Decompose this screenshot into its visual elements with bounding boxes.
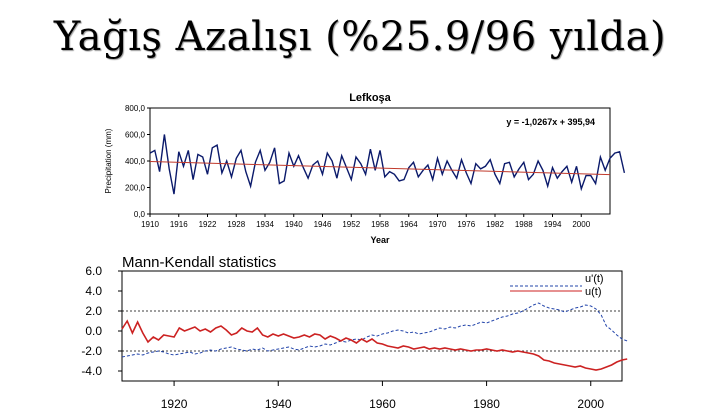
trend-line	[149, 161, 611, 176]
mk-y-tick-label: 4.0	[85, 284, 102, 298]
precip-x-tick-label: 1958	[371, 220, 389, 229]
mann-kendall-chart: Mann-Kendall statistics -4.0 -2.0 0.0 2.0 4.…	[81, 254, 628, 411]
precip-x-tick-label: 1910	[141, 220, 159, 229]
precip-y-tick-label: 600,0	[125, 131, 146, 140]
precip-x-tick-label: 1946	[314, 220, 332, 229]
precipitation-y-ticks: 0,0 200,0 400,0 600,0 800,0	[125, 104, 150, 219]
u-series-line	[121, 319, 628, 371]
precipitation-line	[149, 134, 626, 195]
mk-x-tick-label: 1920	[161, 397, 188, 411]
precip-x-tick-label: 1988	[515, 220, 533, 229]
u-prime-series-line	[121, 302, 628, 358]
mann-kendall-reference-lines	[122, 310, 622, 352]
precip-x-tick-label: 1982	[486, 220, 504, 229]
precip-x-tick-label: 1934	[256, 220, 274, 229]
precipitation-chart-title: Lefkoşa	[349, 92, 391, 104]
precipitation-y-axis-label: Precipitation (mm)	[104, 128, 113, 193]
precip-x-tick-label: 1976	[457, 220, 475, 229]
precipitation-chart: Lefkoşa 0,0 200,0 400,0 600,0 800,0 1910 1916…	[104, 92, 626, 245]
slide-title: Yağış Azalışı (%25.9/96 yılda)	[53, 14, 667, 60]
precip-x-tick-label: 1928	[227, 220, 245, 229]
precip-x-tick-label: 1970	[429, 220, 447, 229]
precip-y-tick-label: 400,0	[125, 157, 146, 166]
mann-kendall-x-ticks: 1920 1940 1960 1980 2000	[161, 381, 604, 411]
mk-y-tick-label: 0.0	[85, 324, 102, 338]
legend-label-u-prime: u'(t)	[585, 273, 604, 285]
precip-y-tick-label: 0,0	[134, 210, 146, 219]
mk-x-tick-label: 2000	[577, 397, 604, 411]
mk-y-tick-label: 6.0	[85, 264, 102, 278]
legend-label-u: u(t)	[585, 286, 602, 298]
mk-x-tick-label: 1980	[473, 397, 500, 411]
precip-x-tick-label: 1916	[170, 220, 188, 229]
precip-x-tick-label: 1964	[400, 220, 418, 229]
mk-x-tick-label: 1960	[369, 397, 396, 411]
mann-kendall-legend: u'(t) u(t)	[510, 273, 604, 298]
mann-kendall-y-ticks: -4.0 -2.0 0.0 2.0 4.0 6.0	[81, 264, 122, 378]
precip-x-tick-label: 2000	[572, 220, 590, 229]
precip-x-tick-label: 1952	[342, 220, 360, 229]
precip-y-tick-label: 200,0	[125, 184, 146, 193]
mk-y-tick-label: 2.0	[85, 304, 102, 318]
precip-x-tick-label: 1922	[199, 220, 217, 229]
mann-kendall-plot-frame	[121, 270, 623, 382]
precipitation-x-axis-label: Year	[370, 235, 390, 245]
mk-y-tick-label: -2.0	[81, 344, 102, 358]
trend-equation: y = -1,0267x + 395,94	[506, 117, 595, 127]
precip-x-tick-label: 1994	[544, 220, 562, 229]
precip-y-tick-label: 800,0	[125, 104, 146, 113]
precipitation-x-ticks: 1910 1916 1922 1928 1934 1940 1946 1952 1958 1964…	[141, 214, 591, 229]
precip-x-tick-label: 1940	[285, 220, 303, 229]
mann-kendall-series	[121, 302, 628, 371]
mk-y-tick-label: -4.0	[81, 364, 102, 378]
precipitation-series	[149, 134, 626, 195]
mann-kendall-chart-title: Mann-Kendall statistics	[122, 254, 276, 271]
mk-x-tick-label: 1940	[265, 397, 292, 411]
